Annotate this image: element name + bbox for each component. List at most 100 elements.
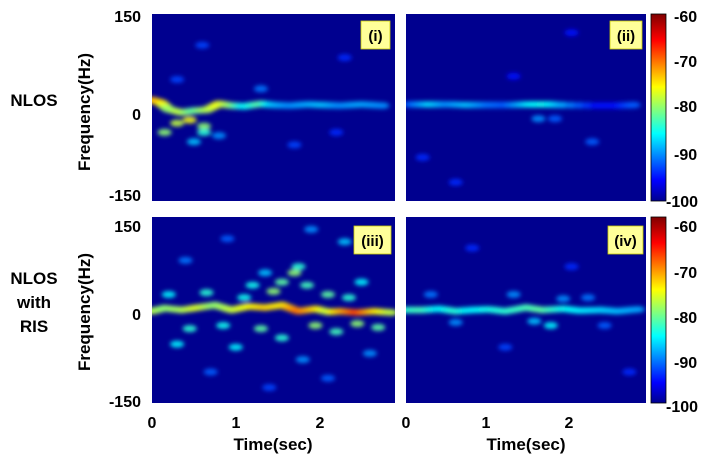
panel-id-box (360, 20, 391, 50)
spectrogram-blob (630, 306, 645, 313)
row-label-nlos: NLOS (10, 91, 57, 110)
spectrogram-blob (287, 269, 302, 277)
x-tick-label: 0 (402, 415, 411, 432)
y-axis-label-top: Frequency(Hz) (75, 53, 94, 171)
row-label-nlos-ris-line1: NLOS (10, 269, 57, 288)
y-tick-label: 0 (132, 307, 141, 324)
spectrogram-blob (448, 178, 463, 186)
spectrogram-blob (304, 225, 319, 233)
spectrogram-blob (197, 128, 211, 136)
panel-ii: (ii) (406, 14, 646, 201)
colorbar-tick-label: -100 (666, 399, 698, 416)
y-axis-label-bottom: Frequency(Hz) (75, 253, 94, 371)
row-label-nlos-ris-line3: RIS (20, 317, 48, 336)
spectrogram-blob (253, 325, 268, 333)
spectrogram-blob (543, 322, 558, 329)
spectrogram-blob (212, 132, 226, 140)
colorbar-gradient (650, 216, 667, 404)
spectrogram-blob (291, 263, 306, 271)
x-axis-label-right: Time(sec) (486, 435, 565, 454)
x-axis-label-left: Time(sec) (233, 435, 312, 454)
colorbar-tick-label: -80 (674, 310, 697, 327)
panel-id-box (607, 225, 644, 255)
spectrogram-blob (197, 122, 211, 130)
panel-id-label: (ii) (617, 28, 635, 45)
colorbar-tick-label: -100 (666, 194, 698, 211)
x-tick-label: 1 (232, 415, 241, 432)
spectrogram-blob (161, 291, 176, 298)
spectrogram-blob (581, 294, 596, 302)
panel-i: (i) (152, 14, 395, 201)
spectrogram-blob (506, 72, 521, 80)
colorbar-tick-label: -90 (674, 147, 697, 164)
spectrogram-blob (498, 343, 513, 351)
x-tick-label: 2 (565, 415, 574, 432)
spectrogram-blob (186, 138, 201, 146)
spectrogram-blob (626, 101, 641, 109)
x-tick-label: 0 (148, 415, 157, 432)
spectrogram-blob (308, 322, 323, 329)
y-tick-label: -150 (109, 188, 141, 205)
spectrogram-blob (329, 328, 344, 336)
spectrogram-blob (350, 320, 365, 328)
panel-id-box (353, 225, 392, 255)
spectrogram-blob (170, 340, 185, 348)
spectrogram-blob (321, 291, 335, 298)
spectrogram-blob (287, 141, 302, 149)
spectrogram-blob (170, 76, 185, 83)
x-tick-label: 2 (316, 415, 325, 432)
spectrogram-blob (203, 368, 218, 376)
spectrogram-blob (274, 278, 289, 286)
spectrogram-blob (341, 294, 356, 302)
colorbar-tick-label: -60 (674, 219, 697, 236)
colorbar-tick-label: -70 (674, 265, 697, 282)
spectrogram-blob (448, 318, 463, 326)
y-tick-label: 0 (132, 107, 141, 124)
colorbar-tick-label: -60 (674, 9, 697, 26)
spectrogram-blob (597, 322, 612, 329)
spectrogram-blob (216, 322, 231, 329)
spectrogram-blob (564, 263, 579, 271)
spectrogram-blob (195, 41, 210, 49)
colorbar-tick-label: -80 (674, 99, 697, 116)
spectrogram-blob (157, 128, 172, 136)
spectrogram-blob (423, 291, 438, 298)
spectrogram-blob (383, 309, 395, 316)
panel-id-label: (i) (368, 28, 382, 45)
spectrogram-blob (321, 374, 335, 382)
spectrogram-blob (182, 325, 197, 333)
spectrogram-blob (375, 102, 390, 109)
spectrogram-blob (295, 356, 310, 364)
spectrogram-blob (329, 128, 344, 136)
spectrogram-blob (337, 54, 352, 62)
panel-id-label: (iii) (361, 233, 384, 250)
spectrogram-blob (170, 119, 185, 127)
spectrogram-blob (556, 295, 571, 303)
colorbar-gradient (650, 13, 667, 202)
y-tick-label: 150 (114, 219, 141, 236)
spectrogram-blob (274, 334, 289, 342)
spectrogram-blob (228, 343, 243, 351)
spectrogram-blob (300, 281, 314, 289)
x-tick-label: 1 (482, 415, 491, 432)
spectrogram-blob (237, 294, 252, 302)
spectrogram-blob (527, 317, 542, 325)
spectrogram-blob (622, 368, 637, 376)
y-tick-label: -150 (109, 394, 141, 411)
spectrogram-blob (531, 115, 546, 123)
colorbar-bottom: -60 -70 -80 -90 -100 (650, 216, 698, 416)
spectrogram-blob (585, 138, 600, 146)
spectrogram-blob (258, 269, 273, 277)
spectrogram-blob (253, 85, 268, 93)
colorbar-top: -60 -70 -80 -90 -100 (650, 9, 698, 211)
spectrogram-blob (266, 287, 281, 295)
y-tick-label: 150 (114, 9, 141, 26)
spectrogram-blob (182, 116, 197, 124)
row-label-nlos-ris-line2: with (16, 293, 51, 312)
spectrogram-blob (548, 115, 562, 123)
spectrogram-blob (199, 289, 214, 297)
spectrogram-blob (262, 384, 277, 391)
spectrogram-blob (506, 291, 521, 298)
spectrogram-blob (245, 281, 260, 289)
